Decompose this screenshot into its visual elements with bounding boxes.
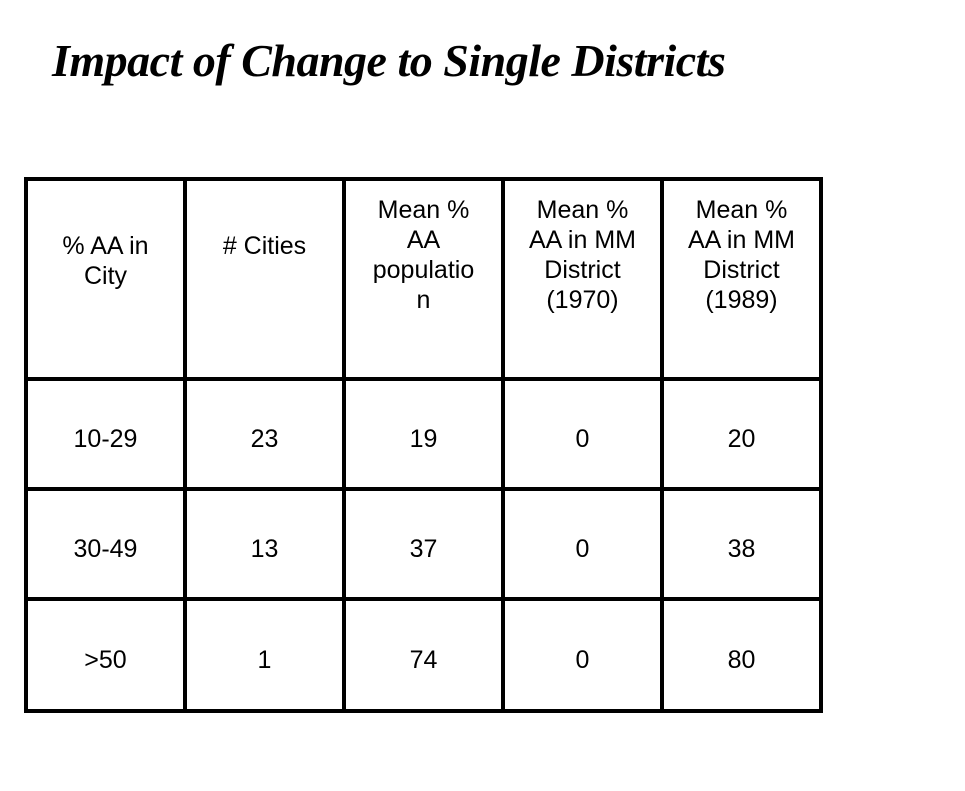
table-cell: 20	[660, 377, 823, 491]
table-row: 10-29 23 19 0 20	[24, 377, 823, 491]
column-header-mean-pct-aa-mm-district-1989: Mean % AA in MM District (1989)	[660, 177, 823, 381]
table-cell: 74	[342, 597, 505, 713]
table-cell: 0	[501, 487, 664, 601]
table-header-row: % AA in City # Cities Mean % AA populati…	[24, 177, 823, 381]
table-cell: 13	[183, 487, 346, 601]
column-header-mean-pct-aa-mm-district-1970: Mean % AA in MM District (1970)	[501, 177, 664, 381]
table-cell: 0	[501, 377, 664, 491]
column-header-num-cities: # Cities	[183, 177, 346, 381]
table-cell: 23	[183, 377, 346, 491]
table-row: 30-49 13 37 0 38	[24, 487, 823, 601]
column-header-mean-pct-aa-population: Mean % AA populatio n	[342, 177, 505, 381]
table-cell: 80	[660, 597, 823, 713]
table-cell: 30-49	[24, 487, 187, 601]
table-cell: 37	[342, 487, 505, 601]
impact-table: % AA in City # Cities Mean % AA populati…	[24, 177, 823, 713]
table-cell: 1	[183, 597, 346, 713]
slide-title: Impact of Change to Single Districts	[52, 35, 726, 86]
table-cell: >50	[24, 597, 187, 713]
table-cell: 19	[342, 377, 505, 491]
table-cell: 0	[501, 597, 664, 713]
column-header-pct-aa-in-city: % AA in City	[24, 177, 187, 381]
table-cell: 10-29	[24, 377, 187, 491]
table-row: >50 1 74 0 80	[24, 597, 823, 713]
table-cell: 38	[660, 487, 823, 601]
